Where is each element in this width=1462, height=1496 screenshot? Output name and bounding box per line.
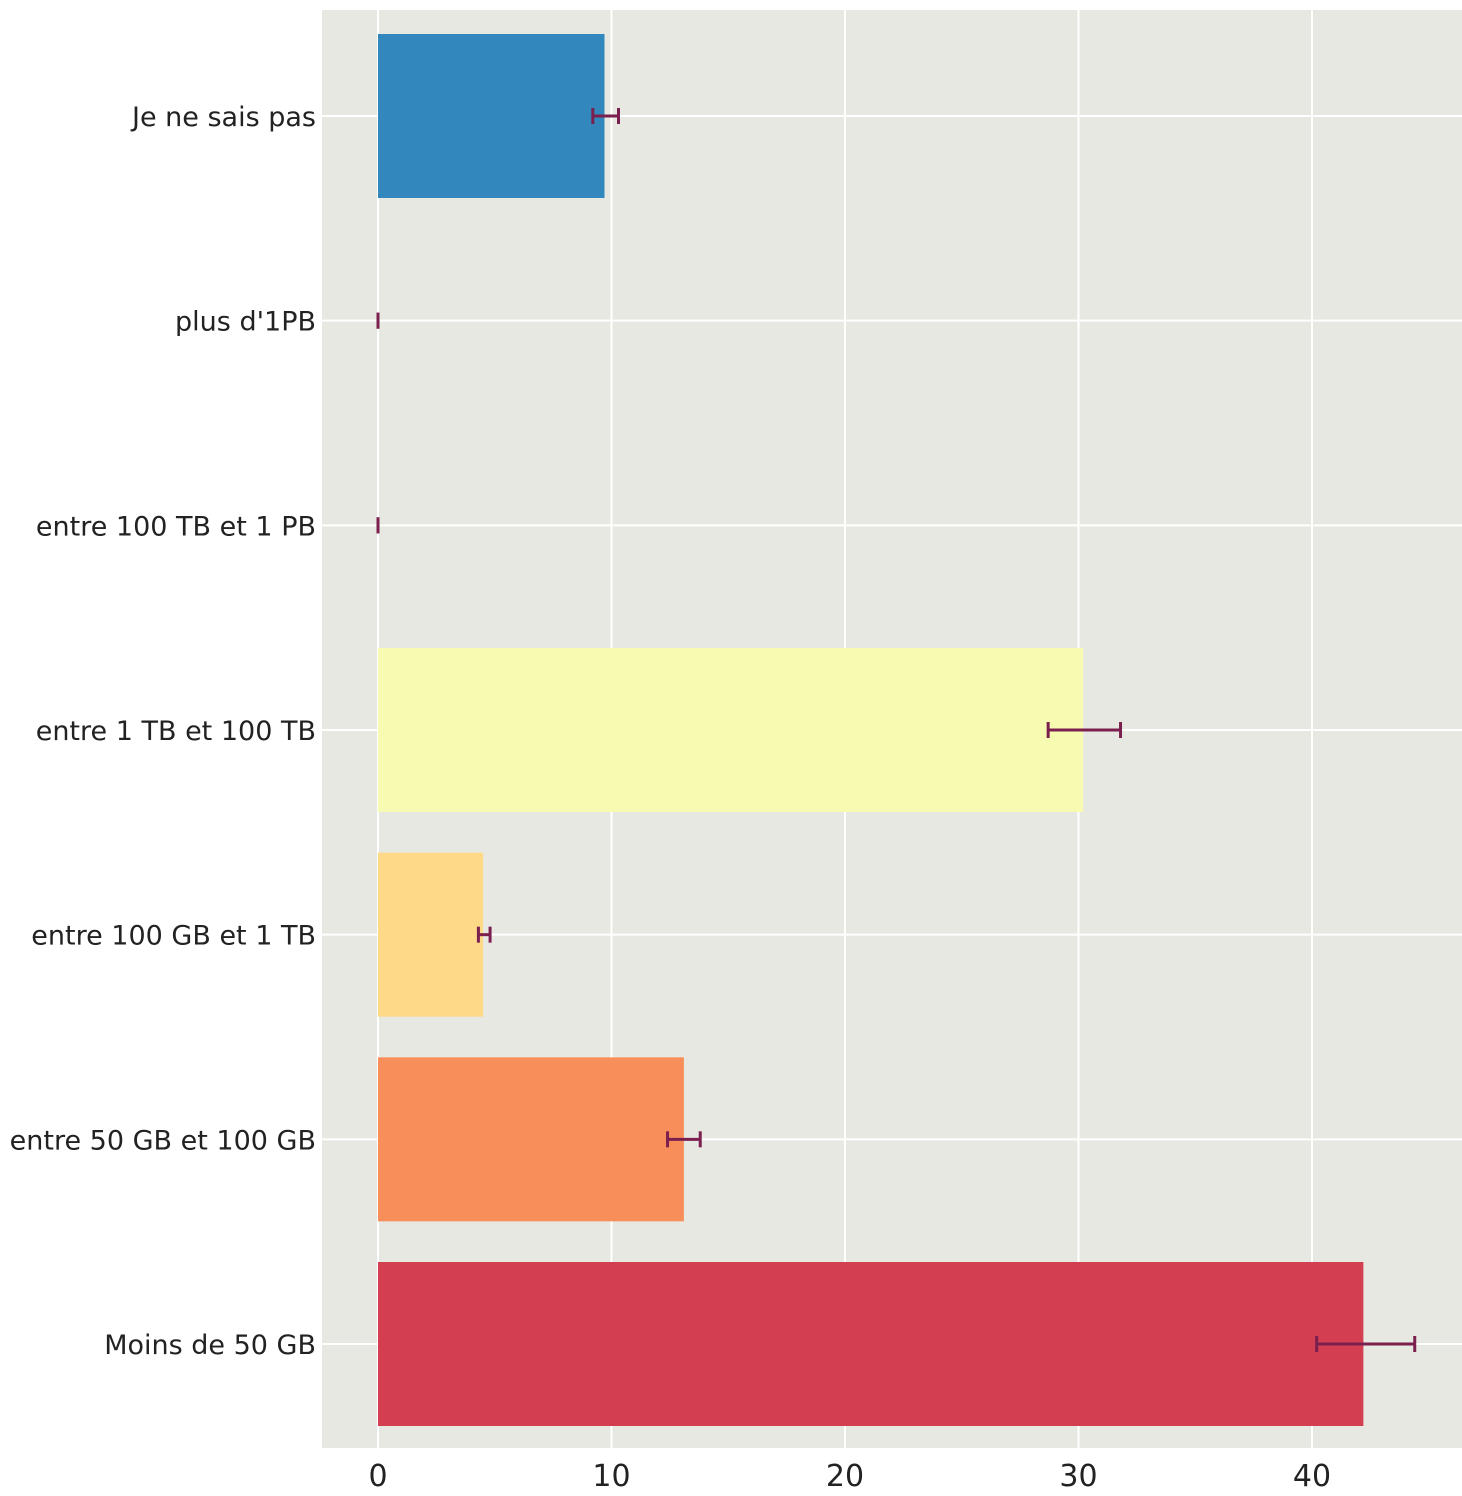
- y-tick-label: entre 1 TB et 100 TB: [36, 716, 316, 747]
- bar: [378, 648, 1084, 812]
- y-tick-label: Moins de 50 GB: [104, 1330, 316, 1361]
- y-tick-label: plus d'1PB: [175, 307, 316, 338]
- x-tick-label: 30: [1059, 1459, 1097, 1494]
- bar: [378, 1262, 1364, 1426]
- x-tick-label: 10: [592, 1459, 630, 1494]
- y-tick-label: Je ne sais pas: [130, 102, 316, 133]
- y-tick-label: entre 100 TB et 1 PB: [36, 511, 316, 542]
- x-tick-label: 0: [368, 1459, 387, 1494]
- x-tick-label: 40: [1293, 1459, 1331, 1494]
- y-tick-label: entre 50 GB et 100 GB: [10, 1125, 316, 1156]
- bar: [378, 34, 605, 198]
- bars: [378, 34, 1364, 1426]
- error-bar: [666, 1131, 702, 1148]
- bar: [378, 852, 484, 1017]
- error-bar: [1315, 1336, 1417, 1352]
- y-tick-label: entre 100 GB et 1 TB: [31, 921, 316, 952]
- error-bar: [591, 108, 621, 124]
- error-bar: [476, 926, 492, 943]
- error-bar: [1046, 722, 1123, 738]
- error-bars: [376, 108, 1417, 1352]
- x-axis-tick-labels: 0 10 20 30 40: [368, 1459, 1331, 1494]
- y-axis-tick-labels: Je ne sais pas plus d'1PB entre 100 TB et …: [10, 102, 316, 1361]
- x-tick-label: 20: [826, 1459, 864, 1494]
- bar: [378, 1057, 684, 1222]
